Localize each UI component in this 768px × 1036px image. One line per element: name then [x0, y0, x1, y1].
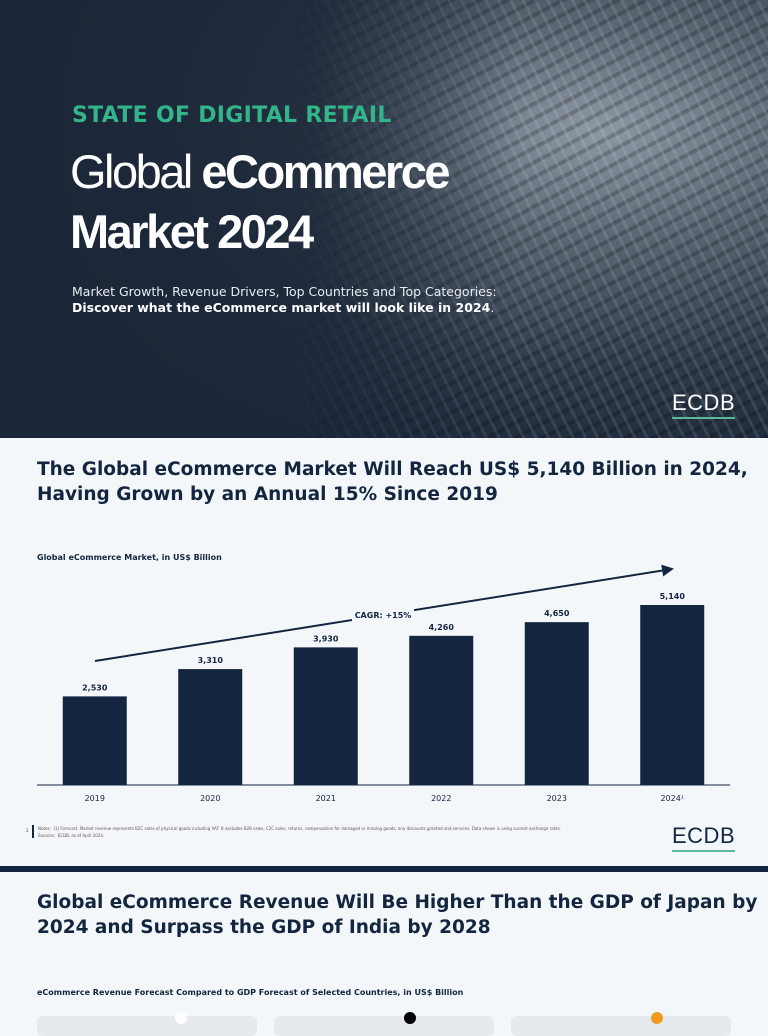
data-label: 3,310 — [198, 656, 224, 665]
data-label: 4,260 — [429, 623, 455, 632]
bar-chart: 2,530 2019 3,310 2020 3,930 2021 4,260 2022 4,65… — [37, 564, 730, 803]
page-heading: Global eCommerce Revenue Will Be Higher … — [37, 892, 758, 938]
data-label: 3,930 — [313, 634, 339, 643]
cagr-label-bg — [352, 607, 414, 621]
cagr-label: CAGR: +15% — [355, 611, 412, 620]
bar — [178, 669, 243, 785]
bar — [62, 696, 127, 785]
ecdb-logo: ECDB — [672, 390, 735, 419]
chart-title: eCommerce Revenue Forecast Compared to G… — [37, 988, 464, 997]
country-card — [37, 1012, 257, 1036]
cover-section: STATE OF DIGITAL RETAIL Global eCommerce… — [0, 0, 768, 438]
cover-subtitle: Market Growth, Revenue Drivers, Top Coun… — [72, 284, 497, 315]
bar — [409, 635, 474, 785]
chart-title: Global eCommerce Market, in US$ Billion — [37, 553, 222, 562]
x-tick-label: 2022 — [431, 794, 451, 803]
x-tick-label: 2021 — [316, 794, 336, 803]
x-tick-label: 2019 — [85, 794, 105, 803]
data-label: 2,530 — [82, 683, 108, 692]
x-tick-label: 2023 — [547, 794, 567, 803]
cover-title: Global eCommerce Market 2024 — [70, 145, 451, 258]
bar — [640, 605, 705, 785]
bar — [524, 622, 589, 785]
cover-kicker: STATE OF DIGITAL RETAIL — [72, 103, 392, 128]
data-label: 4,650 — [544, 609, 570, 618]
x-tick-label: 2024¹ — [660, 794, 684, 803]
x-tick-label: 2020 — [200, 794, 220, 803]
page-divider — [0, 866, 768, 872]
data-label: 5,140 — [660, 592, 686, 601]
bar — [293, 647, 358, 785]
country-card — [274, 1012, 494, 1036]
country-card — [511, 1012, 731, 1036]
page-heading: The Global eCommerce Market Will Reach U… — [37, 459, 748, 505]
ecdb-logo: ECDB — [672, 823, 735, 852]
